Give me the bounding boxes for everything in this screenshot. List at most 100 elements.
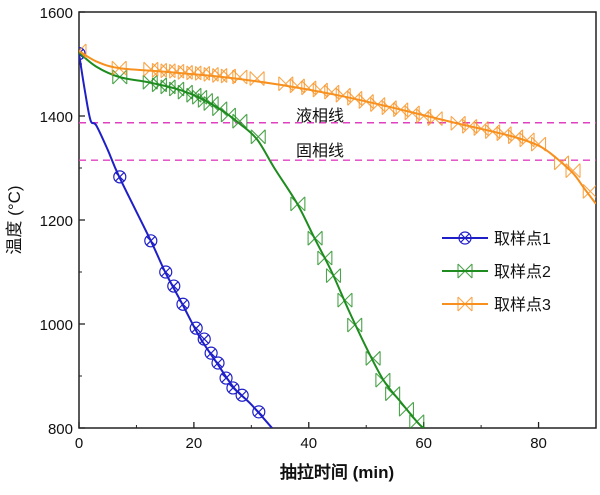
marker-bowtie: [143, 61, 159, 77]
data-point: [462, 119, 478, 134]
data-point: [358, 94, 374, 109]
data-point: [197, 332, 211, 346]
marker-cross: [460, 233, 470, 243]
marker-bowtie: [186, 65, 202, 81]
data-point: [220, 107, 236, 123]
data-point: [404, 105, 420, 121]
marker-bowtie: [192, 89, 208, 105]
marker-bowtie: [337, 292, 353, 308]
series-1: [79, 47, 273, 428]
data-point: [204, 346, 218, 360]
marker-circle: [144, 234, 158, 248]
marker-bowtie: [347, 317, 363, 333]
x-tick-label: 40: [300, 435, 317, 452]
marker-cross: [237, 390, 248, 401]
data-point: [393, 102, 409, 118]
data-point: [325, 268, 342, 284]
data-point: [113, 170, 127, 184]
marker-bowtie: [220, 107, 236, 123]
marker-circle: [204, 346, 218, 360]
marker-bowtie: [582, 184, 596, 199]
x-tick-label: 0: [75, 435, 83, 452]
marker-circle: [226, 381, 240, 395]
marker-bowtie: [312, 82, 328, 98]
y-tick-label: 1000: [40, 317, 73, 334]
data-point: [112, 69, 128, 85]
data-point: [169, 81, 185, 97]
marker-bowtie: [177, 64, 193, 80]
marker-bowtie: [232, 69, 248, 85]
legend-item-2: 取样点2: [442, 263, 551, 281]
data-point: [160, 63, 176, 79]
data-point: [485, 124, 501, 139]
marker-bowtie: [473, 121, 489, 136]
marker-cross: [228, 383, 238, 393]
marker-bowtie: [301, 80, 317, 96]
ref-label-liquidus: 液相线: [296, 107, 344, 125]
marker-bowtie: [177, 84, 193, 100]
data-point: [385, 386, 401, 402]
data-point: [252, 405, 266, 419]
marker-cross: [199, 334, 210, 345]
data-point: [189, 321, 203, 335]
marker-bowtie: [370, 97, 386, 112]
legend-item-1: 取样点1: [442, 230, 551, 248]
data-point: [398, 401, 414, 417]
data-point: [347, 90, 363, 106]
data-point: [347, 317, 363, 333]
marker-cross: [213, 358, 223, 368]
marker-bowtie: [250, 129, 266, 145]
marker-bowtie: [290, 196, 306, 212]
data-point: [142, 74, 158, 90]
data-point: [337, 292, 353, 308]
marker-bowtie: [151, 62, 167, 78]
marker-bowtie: [393, 102, 409, 118]
data-point: [212, 101, 228, 117]
data-point: [226, 381, 240, 395]
marker-cross: [178, 299, 188, 310]
marker-bowtie: [169, 63, 185, 79]
data-point: [160, 79, 176, 95]
marker-bowtie: [160, 79, 176, 95]
marker-cross: [253, 406, 264, 417]
marker-bowtie: [317, 250, 333, 266]
marker-circle: [235, 388, 249, 402]
x-axis-label: 抽拉时间 (min): [280, 462, 394, 482]
marker-bowtie: [427, 111, 443, 126]
series-line: [79, 53, 273, 428]
legend-label: 取样点2: [494, 263, 551, 281]
series-line: [79, 51, 425, 428]
legend: 取样点1 取样点2 取样点3: [442, 230, 551, 314]
marker-bowtie: [232, 113, 248, 129]
legend-marker: [457, 296, 473, 312]
data-point: [249, 71, 265, 86]
data-point: [203, 67, 219, 82]
data-point: [335, 87, 351, 103]
marker-bowtie: [160, 63, 176, 79]
data-point: [219, 371, 233, 385]
marker-bowtie: [111, 60, 127, 76]
data-point: [450, 115, 466, 131]
marker-cross: [114, 171, 125, 182]
y-axis-label: 温度 (°C): [5, 185, 24, 254]
marker-bowtie: [289, 78, 305, 94]
data-point: [409, 414, 425, 428]
data-point: [324, 84, 340, 100]
data-point: [250, 129, 266, 145]
marker-bowtie: [324, 84, 340, 100]
data-point: [531, 136, 547, 152]
marker-circle: [113, 170, 127, 184]
data-point: [370, 97, 386, 112]
marker-cross: [168, 281, 179, 291]
marker-cross: [145, 235, 156, 246]
marker-bowtie: [142, 74, 158, 90]
data-point: [220, 68, 236, 84]
marker-bowtie: [112, 69, 128, 85]
y-tick-label: 1200: [40, 213, 73, 230]
data-point: [79, 47, 86, 61]
data-point: [289, 78, 305, 94]
marker-bowtie: [365, 350, 381, 366]
marker-bowtie: [385, 386, 401, 402]
marker-bowtie: [409, 414, 425, 428]
data-point: [496, 126, 512, 142]
